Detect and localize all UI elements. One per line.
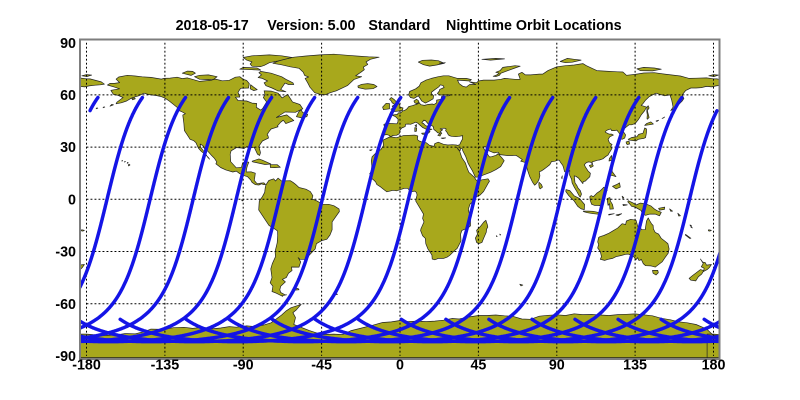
svg-text:-30: -30 bbox=[55, 245, 76, 261]
svg-text:-60: -60 bbox=[55, 297, 76, 313]
svg-text:0: 0 bbox=[396, 358, 404, 374]
svg-text:-135: -135 bbox=[151, 358, 180, 374]
svg-text:Nighttime Orbit Locations: Nighttime Orbit Locations bbox=[446, 18, 622, 34]
svg-text:60: 60 bbox=[60, 88, 76, 104]
svg-text:90: 90 bbox=[549, 358, 565, 374]
svg-text:0: 0 bbox=[68, 192, 76, 208]
svg-text:-90: -90 bbox=[55, 349, 76, 365]
svg-text:90: 90 bbox=[60, 36, 76, 52]
svg-text:Version: 5.00: Version: 5.00 bbox=[267, 18, 355, 34]
svg-text:-90: -90 bbox=[233, 358, 254, 374]
svg-text:Standard: Standard bbox=[368, 18, 430, 34]
svg-text:45: 45 bbox=[470, 358, 486, 374]
svg-text:-45: -45 bbox=[311, 358, 332, 374]
svg-text:30: 30 bbox=[60, 140, 76, 156]
svg-text:135: 135 bbox=[623, 358, 647, 374]
svg-text:2018-05-17: 2018-05-17 bbox=[176, 18, 249, 34]
svg-text:180: 180 bbox=[702, 358, 726, 374]
svg-text:-180: -180 bbox=[72, 358, 101, 374]
